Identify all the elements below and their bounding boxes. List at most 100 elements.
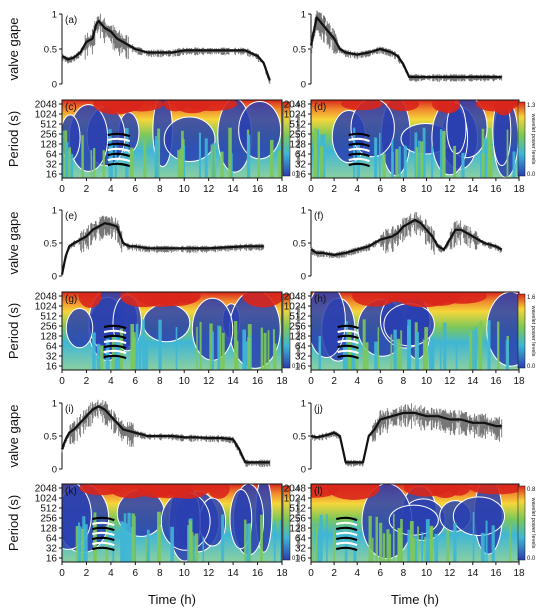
stripe-band — [103, 349, 127, 355]
power-streak — [487, 128, 492, 178]
y-tick-label: 256 — [289, 514, 306, 525]
power-streak — [439, 339, 442, 370]
colorbar-scale — [282, 293, 291, 369]
power-streak — [446, 529, 449, 562]
stripe-band — [337, 349, 359, 355]
power-streak — [219, 326, 222, 370]
low-power-region — [350, 100, 395, 158]
power-streak — [472, 511, 475, 562]
power-streak — [348, 344, 352, 370]
y-tick-label: 256 — [40, 322, 57, 333]
low-power-region — [163, 116, 216, 163]
power-streak — [400, 330, 403, 370]
y-tick-label: 2048 — [284, 292, 307, 303]
x-tick-label: 12 — [444, 568, 456, 579]
stripe-band — [335, 531, 358, 537]
power-streak — [114, 145, 117, 178]
power-streak — [479, 331, 482, 370]
high-power-region — [103, 100, 143, 113]
colorbar: 1.0 0.0 wavelet power levels — [282, 485, 301, 562]
x-tick-label: 8 — [401, 184, 407, 195]
power-streak — [506, 129, 509, 178]
power-streak — [210, 144, 213, 178]
y-tick-label: 32 — [295, 352, 307, 363]
high-power-region — [120, 292, 167, 308]
gape-panel-i: 0 0.5 1 (i) — [44, 399, 271, 476]
high-power-region — [469, 484, 519, 495]
y-tick-label: 16 — [46, 362, 58, 373]
panel-label: (k) — [65, 486, 77, 497]
y-tick-label: 256 — [40, 130, 57, 141]
x-tick-label: 8 — [157, 568, 163, 579]
x-tick-label: 8 — [157, 184, 163, 195]
high-power-region — [437, 100, 461, 114]
power-streak — [75, 526, 80, 562]
x-tick-label: 6 — [378, 184, 384, 195]
colorbar-min: 0.0 — [292, 364, 301, 370]
stripe-band — [92, 541, 115, 547]
power-streak — [269, 139, 274, 178]
y-tick-label: 64 — [295, 150, 307, 161]
colorbar-max: 1.6 — [527, 295, 536, 301]
power-streak — [428, 343, 433, 370]
x-tick-label: 2 — [331, 376, 337, 387]
power-streak — [420, 141, 424, 178]
power-streak — [192, 535, 196, 562]
stripe-band — [92, 531, 115, 537]
power-streak — [181, 130, 184, 178]
x-tick-label: 16 — [490, 376, 502, 387]
power-streak — [220, 151, 224, 178]
power-streak — [453, 522, 457, 562]
low-power-region — [65, 307, 94, 349]
power-streak — [413, 537, 416, 562]
colorbar-min: 0.0 — [292, 172, 301, 178]
y-tick-label: 16 — [295, 170, 307, 181]
y-tick-label: 64 — [46, 342, 58, 353]
y-tick-label: 256 — [40, 514, 57, 525]
wavelet-frame — [61, 291, 283, 371]
power-streak — [183, 145, 186, 178]
power-streak — [247, 134, 251, 178]
power-streak — [121, 522, 125, 562]
power-streak — [472, 330, 475, 370]
power-streak — [379, 522, 383, 562]
power-streak — [415, 147, 419, 178]
y-tick-label: 64 — [295, 534, 307, 545]
power-streak — [434, 533, 439, 562]
xlabel-time: Time (h) — [148, 592, 196, 607]
power-streak — [143, 139, 147, 178]
colorbar-label: wavelet power levels — [295, 113, 301, 165]
high-power-region — [174, 100, 210, 114]
x-tick-label: 2 — [84, 568, 90, 579]
stripe-band — [337, 324, 359, 330]
power-streak — [118, 337, 121, 370]
power-streak — [62, 130, 64, 178]
colorbar-label: wavelet power levels — [530, 305, 536, 357]
power-streak — [244, 519, 247, 562]
gape-line — [60, 222, 264, 275]
power-streak — [483, 138, 488, 178]
power-streak — [146, 529, 150, 562]
y-tick-label: 1024 — [35, 494, 58, 505]
y-tick-label: 2048 — [284, 484, 307, 495]
x-tick-label: 18 — [276, 568, 288, 579]
high-power-region — [475, 100, 519, 112]
power-streak — [66, 150, 71, 178]
stripe-band — [107, 142, 131, 148]
power-streak — [396, 338, 401, 370]
colorbar: 1.3 0.0 wavelet power levels — [517, 101, 536, 178]
ylabel-valve-gape: valve gape — [6, 18, 21, 81]
power-streak — [378, 132, 381, 178]
power-streak — [390, 334, 393, 370]
y-tick-label: 128 — [40, 332, 57, 343]
ylabel-period: Period (s) — [6, 495, 21, 551]
colorbar-min: 0.0 — [292, 556, 301, 562]
high-power-region — [352, 292, 397, 307]
power-streak — [130, 324, 135, 370]
power-streak — [277, 150, 282, 178]
wavelet-frame — [61, 483, 283, 563]
colorbar-scale — [517, 293, 526, 369]
high-power-region — [430, 484, 460, 499]
x-tick-label: 6 — [378, 376, 384, 387]
